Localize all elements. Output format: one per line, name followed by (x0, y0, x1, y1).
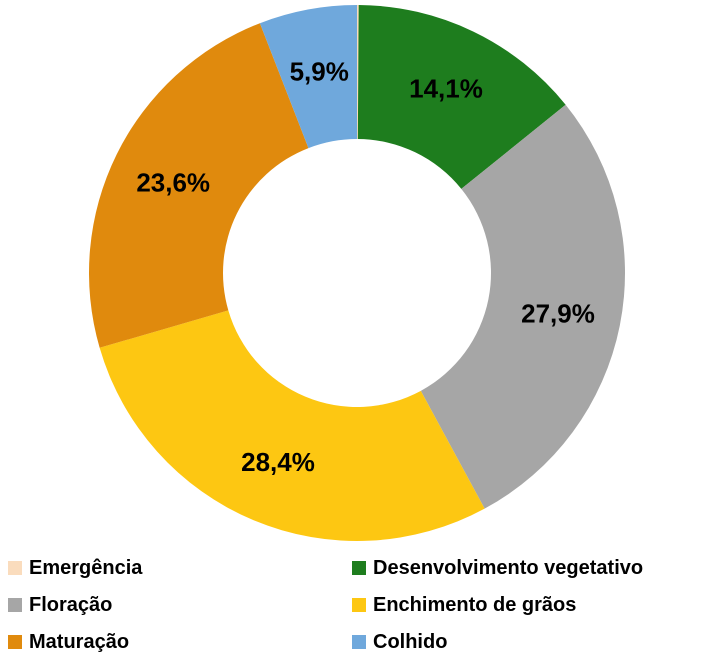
legend-swatch-colhido (352, 635, 366, 649)
legend-label: Maturação (29, 631, 130, 653)
legend-swatch-floracao (8, 598, 22, 612)
pie-slice-desenvolvimento-vegetativo (357, 5, 566, 189)
legend-label: Desenvolvimento vegetativo (373, 557, 644, 579)
legend-swatch-enchimento-de-graos (352, 598, 366, 612)
legend-item-floracao: Floração (8, 593, 352, 617)
legend-item-colhido: Colhido (352, 630, 703, 654)
legend-label: Emergência (29, 557, 143, 579)
legend-swatch-maturacao (8, 635, 22, 649)
pie-slice-emergencia (357, 5, 359, 139)
legend-label: Colhido (373, 631, 448, 653)
legend-item-desenvolvimento-vegetativo: Desenvolvimento vegetativo (352, 556, 703, 580)
legend-swatch-desenvolvimento-vegetativo (352, 561, 366, 575)
slice-value-label-floracao: 27,9% (521, 298, 595, 328)
legend-item-enchimento-de-graos: Enchimento de grãos (352, 593, 703, 617)
pie-slice-maturacao (88, 23, 309, 348)
slice-value-label-enchimento-de-graos: 28,4% (241, 447, 315, 477)
legend-swatch-emergencia (8, 561, 22, 575)
pie-slice-enchimento-de-graos (99, 310, 485, 542)
legend-label: Enchimento de grãos (373, 594, 577, 616)
chart-legend: Emergência Desenvolvimento vegetativo Flor… (0, 548, 703, 654)
donut-chart: 14,1% 27,9% 28,4% 23,6% 5,9% (88, 4, 626, 542)
pie-slice-colhido (259, 4, 357, 149)
legend-item-maturacao: Maturação (8, 630, 352, 654)
legend-label: Floração (29, 594, 113, 616)
legend-item-emergencia: Emergência (8, 556, 352, 580)
slice-value-label-colhido: 5,9% (290, 57, 349, 87)
slice-value-label-desenvolvimento-vegetativo: 14,1% (409, 73, 483, 103)
slice-value-label-maturacao: 23,6% (136, 167, 210, 197)
pie-slice-floracao (420, 104, 626, 509)
